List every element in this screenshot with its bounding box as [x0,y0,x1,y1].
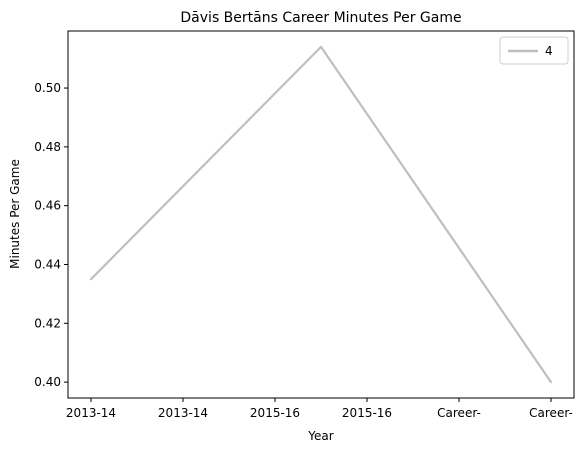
legend-label: 4 [545,44,553,58]
chart-title: Dāvis Bertāns Career Minutes Per Game [180,10,461,26]
x-tick-label: Career- [437,406,481,420]
x-tick-label: Career- [529,406,573,420]
y-tick-label: 0.40 [34,375,61,389]
x-tick-label: 2013-14 [158,406,208,420]
x-tick-label: 2013-14 [66,406,116,420]
y-axis-ticks: 0.40 0.42 0.44 0.46 0.48 0.50 [34,81,68,389]
y-tick-label: 0.42 [34,316,61,330]
x-tick-label: 2015-16 [250,406,300,420]
y-axis-label: Minutes Per Game [8,159,22,269]
legend: 4 [500,37,568,64]
x-axis-label: Year [307,429,333,443]
y-tick-label: 0.50 [34,81,61,95]
y-tick-label: 0.46 [34,199,61,213]
y-tick-label: 0.48 [34,140,61,154]
x-tick-label: 2015-16 [342,406,392,420]
y-tick-label: 0.44 [34,257,61,271]
plot-frame [68,31,574,398]
series-layer [91,47,551,382]
x-axis-ticks: 2013-14 2013-14 2015-16 2015-16 Career- Caree… [66,398,573,420]
series-line [91,47,551,382]
